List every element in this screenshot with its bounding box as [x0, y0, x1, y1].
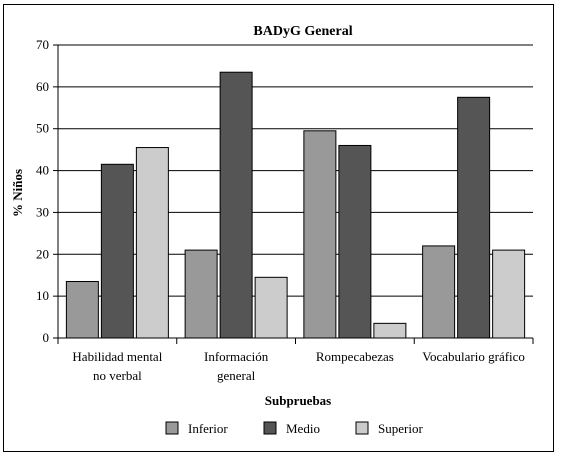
bar-medio-3 — [457, 96, 491, 339]
chart-frame: BADyG General 0 10 20 30 40 50 60 70 Habilidad m… — [3, 4, 554, 452]
x-category-label: no verbal — [93, 368, 142, 383]
legend-swatch-medio — [263, 421, 277, 435]
y-axis-label: % Niños — [10, 169, 25, 217]
bar-superior-1 — [254, 276, 288, 339]
y-tick-label: 60 — [36, 79, 49, 94]
y-tick-label: 50 — [36, 121, 49, 136]
bar-superior-0 — [135, 147, 169, 339]
bar-inferior-3 — [422, 245, 456, 339]
legend-label-inferior: Inferior — [188, 421, 228, 436]
bars — [65, 71, 526, 339]
x-category-label: Información — [204, 349, 269, 364]
y-tick-label: 20 — [36, 246, 49, 261]
axes: 0 10 20 30 40 50 60 70 Habilidad mental no verbal… — [36, 37, 534, 383]
y-tick-label: 70 — [36, 37, 49, 52]
bar-medio-2 — [338, 144, 372, 339]
bar-medio-1 — [219, 71, 253, 339]
y-tick-label: 10 — [36, 288, 49, 303]
bar-inferior-1 — [184, 249, 218, 339]
chart-title: BADyG General — [253, 24, 352, 39]
bar-chart: BADyG General 0 10 20 30 40 50 60 70 Habilidad m… — [10, 24, 534, 436]
bar-superior-3 — [492, 249, 526, 339]
y-tick-label: 0 — [43, 330, 50, 345]
x-axis-label: Subpruebas — [265, 393, 331, 408]
x-category-label: general — [217, 368, 256, 383]
bar-medio-0 — [100, 163, 134, 339]
x-category-label: Vocabulario gráfico — [422, 349, 525, 364]
x-category-label: Rompecabezas — [316, 349, 394, 364]
bar-inferior-0 — [65, 280, 99, 339]
legend-label-superior: Superior — [378, 421, 423, 436]
y-tick-label: 40 — [36, 163, 49, 178]
legend-label-medio: Medio — [286, 421, 320, 436]
legend-swatch-inferior — [165, 421, 179, 435]
y-tick-label: 30 — [36, 204, 49, 219]
legend-swatch-superior — [355, 421, 369, 435]
bar-superior-2 — [373, 322, 407, 339]
x-category-label: Habilidad mental — [72, 349, 162, 364]
legend: Inferior Medio Superior — [165, 421, 423, 436]
bar-inferior-2 — [303, 130, 337, 339]
